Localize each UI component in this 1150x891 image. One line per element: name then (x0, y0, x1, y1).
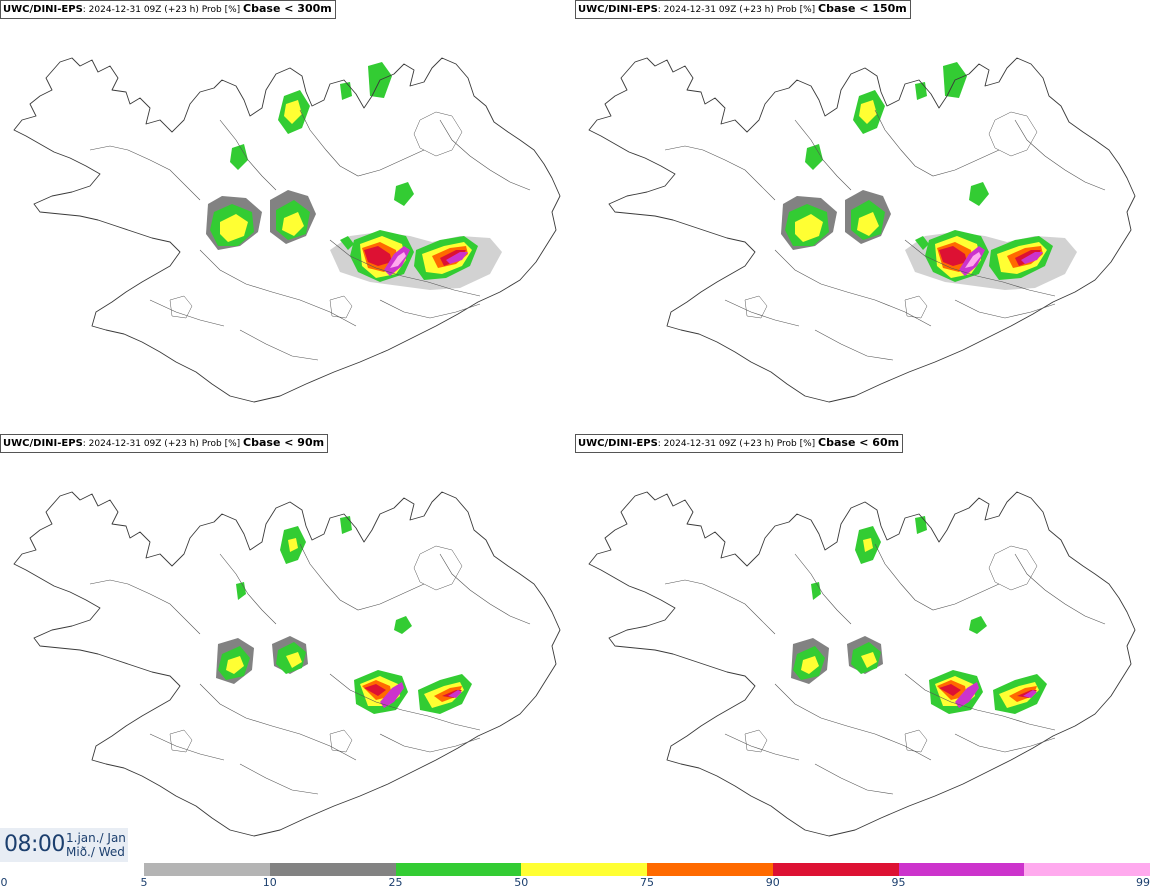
scale-label: 0 (0, 876, 8, 889)
model-name: UWC/DINI-EPS (3, 4, 83, 15)
scale-segment (521, 863, 647, 876)
scale-label: 99 (1136, 876, 1150, 889)
iceland-map (588, 491, 1136, 837)
scale-segment (772, 863, 899, 876)
run-info: : 2024-12-31 09Z (+23 h) Prob [%] (82, 439, 241, 449)
run-info: : 2024-12-31 09Z (+23 h) Prob [%] (657, 439, 816, 449)
run-info: : 2024-12-31 09Z (+23 h) Prob [%] (657, 5, 816, 15)
model-name: UWC/DINI-EPS (3, 438, 83, 449)
scale-label: 50 (514, 876, 529, 889)
scale-label: 95 (891, 876, 906, 889)
scale-label: 10 (262, 876, 277, 889)
threshold-label: Cbase < 90m (243, 436, 325, 449)
scale-segment (647, 863, 773, 876)
scale-label: 90 (765, 876, 780, 889)
map-panel-150m: UWC/DINI-EPS: 2024-12-31 09Z (+23 h) Pro… (575, 0, 1150, 437)
scale-segment (395, 863, 522, 876)
valid-time-box: 08:00 1.jan./ Jan Mið./ Wed (0, 828, 128, 862)
threshold-label: Cbase < 60m (818, 436, 900, 449)
threshold-label: Cbase < 150m (818, 2, 907, 15)
probability-color-scale (144, 863, 1150, 876)
scale-label: 5 (140, 876, 148, 889)
iceland-map (13, 57, 561, 403)
run-info: : 2024-12-31 09Z (+23 h) Prob [%] (82, 5, 241, 15)
iceland-map (13, 491, 561, 837)
scale-segment (898, 863, 1025, 876)
panel-title: UWC/DINI-EPS: 2024-12-31 09Z (+23 h) Pro… (575, 0, 911, 19)
model-name: UWC/DINI-EPS (578, 4, 658, 15)
map-panel-300m: UWC/DINI-EPS: 2024-12-31 09Z (+23 h) Pro… (0, 0, 575, 437)
map-panel-90m: UWC/DINI-EPS: 2024-12-31 09Z (+23 h) Pro… (0, 434, 575, 871)
panel-title: UWC/DINI-EPS: 2024-12-31 09Z (+23 h) Pro… (575, 434, 904, 453)
valid-date-line1: 1.jan./ Jan (66, 831, 126, 845)
threshold-label: Cbase < 300m (243, 2, 332, 15)
valid-time-clock: 08:00 (4, 832, 65, 857)
model-name: UWC/DINI-EPS (578, 438, 658, 449)
iceland-map (588, 57, 1136, 403)
scale-label: 25 (388, 876, 403, 889)
scale-segment (144, 863, 270, 876)
valid-time-date: 1.jan./ Jan Mið./ Wed (66, 831, 126, 859)
panel-title: UWC/DINI-EPS: 2024-12-31 09Z (+23 h) Pro… (0, 0, 336, 19)
valid-date-line2: Mið./ Wed (66, 845, 125, 859)
scale-label: 75 (640, 876, 654, 889)
scale-segment (269, 863, 396, 876)
map-panel-60m: UWC/DINI-EPS: 2024-12-31 09Z (+23 h) Pro… (575, 434, 1150, 871)
panel-title: UWC/DINI-EPS: 2024-12-31 09Z (+23 h) Pro… (0, 434, 329, 453)
scale-segment (1024, 863, 1150, 876)
